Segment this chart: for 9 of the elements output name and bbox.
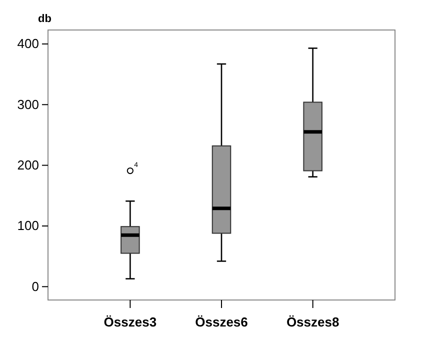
y-tick-label: 100 xyxy=(17,218,39,234)
y-axis-title: db xyxy=(38,13,52,25)
y-tick-label: 200 xyxy=(17,157,39,172)
x-tick-label: Összes3 xyxy=(104,314,157,330)
x-tick-label: Összes6 xyxy=(195,314,248,330)
x-tick-label: Összes8 xyxy=(286,314,340,330)
y-tick-label: 0 xyxy=(32,278,39,294)
y-tick-label: 300 xyxy=(17,96,39,112)
y-tick-label: 400 xyxy=(17,36,39,52)
